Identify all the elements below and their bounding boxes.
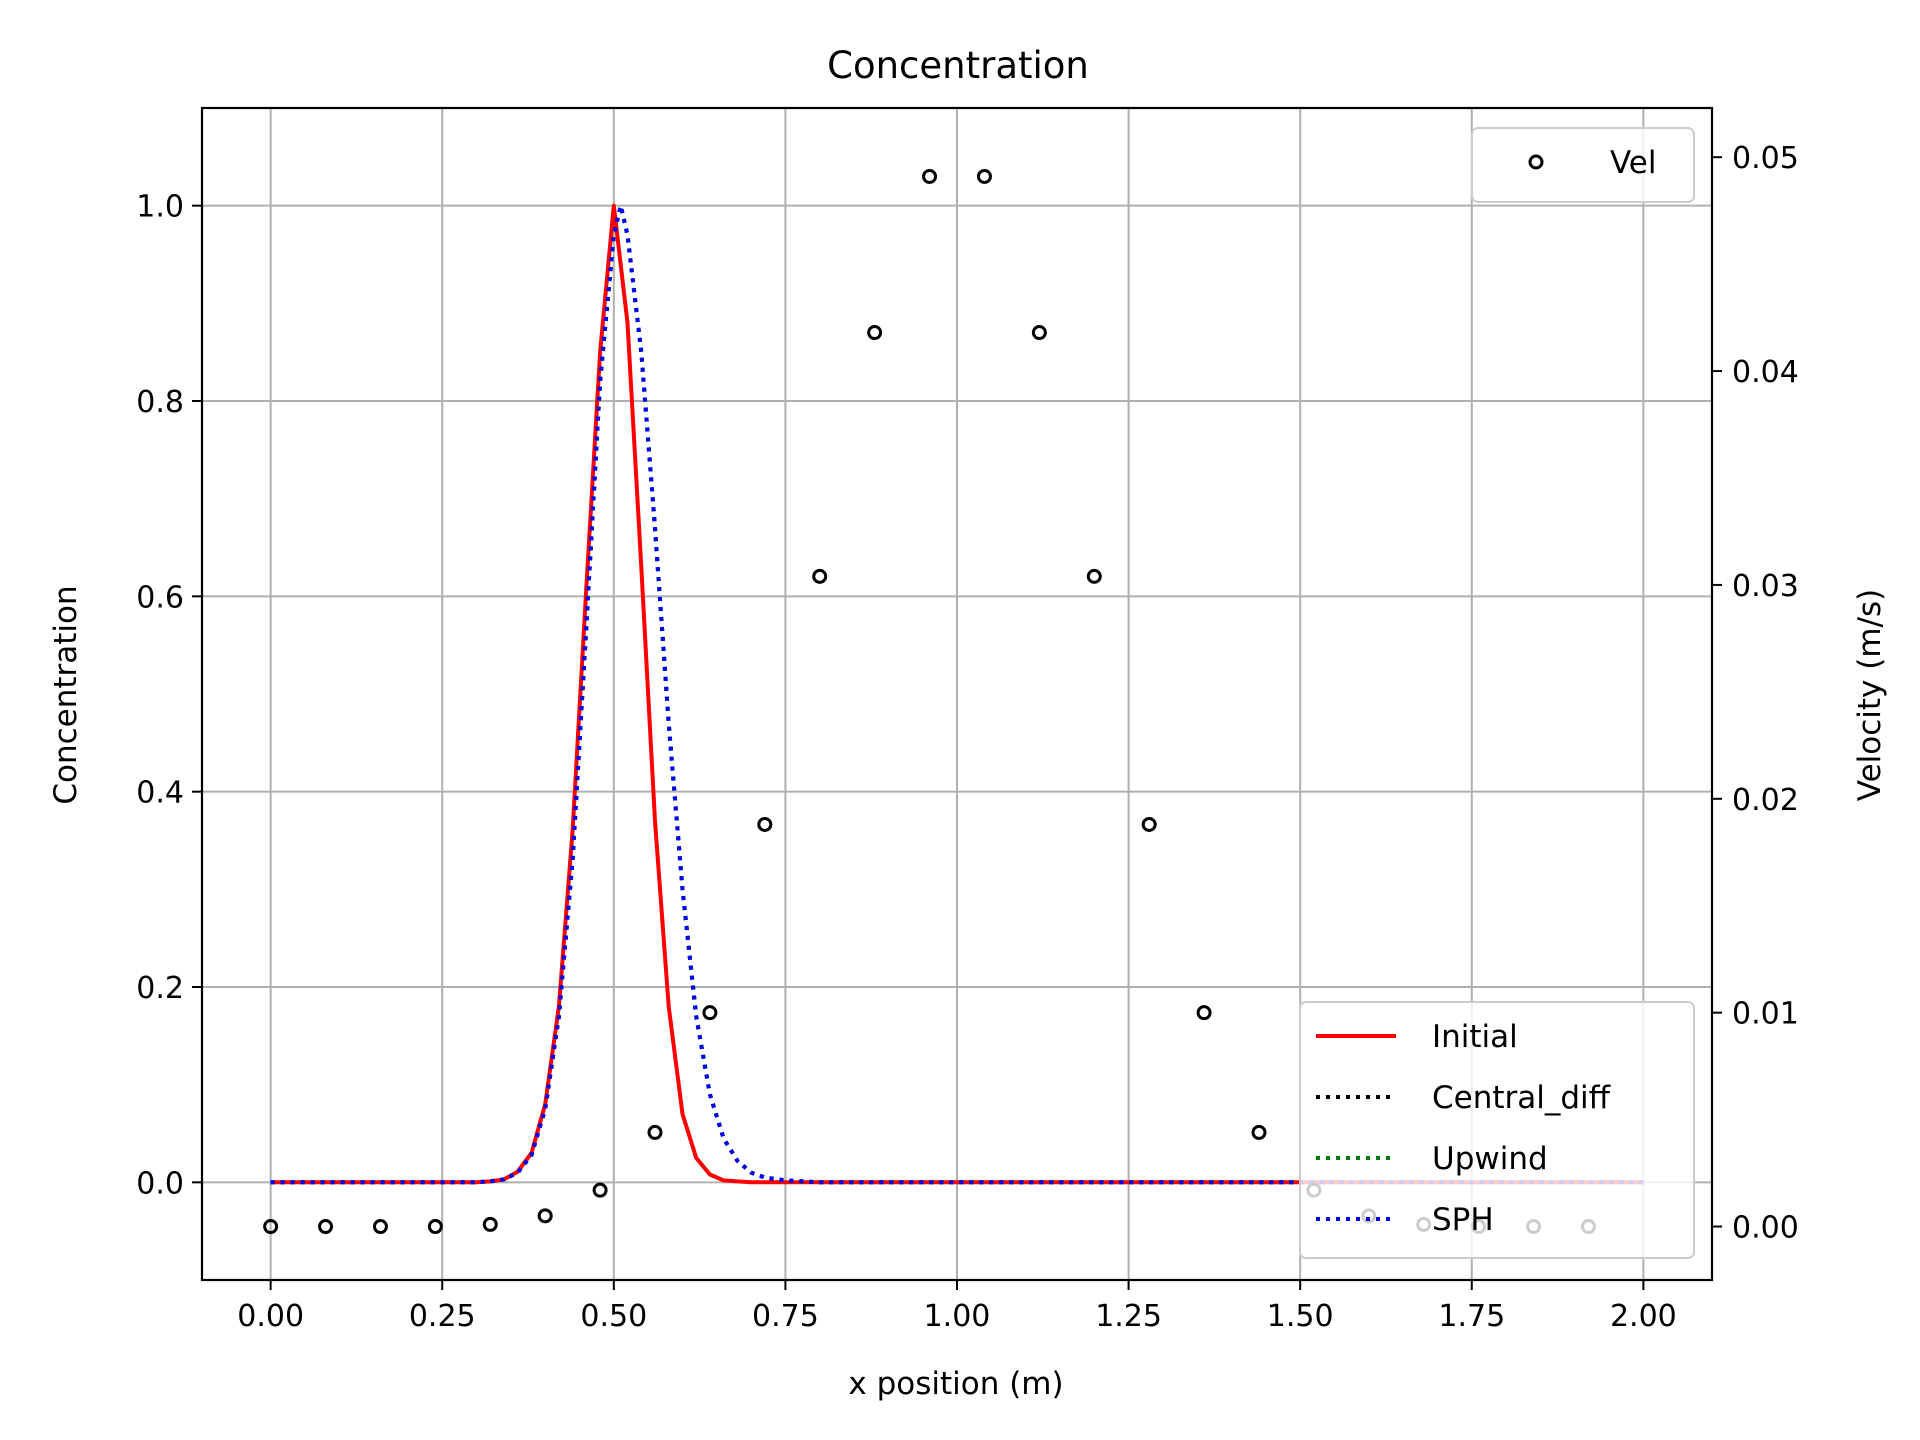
vel-point <box>702 1005 718 1021</box>
legend-secondary-box <box>1471 127 1695 203</box>
y-tick-label: 0.8 <box>136 385 184 420</box>
y2-tick-label: 0.03 <box>1732 569 1799 604</box>
y2-tick-label: 0.02 <box>1732 783 1799 818</box>
vel-point <box>372 1219 388 1235</box>
y-tick-label: 1.0 <box>136 190 184 225</box>
vel-point <box>922 168 938 184</box>
y-tick-label: 0.4 <box>136 776 184 811</box>
vel-point <box>1141 816 1157 832</box>
x-tick-label: 0.25 <box>409 1299 476 1334</box>
y-axis-label: Concentration <box>48 585 84 804</box>
y-tick-label: 0.2 <box>136 971 184 1006</box>
series-layer <box>270 203 1644 1185</box>
vel-point <box>482 1216 498 1232</box>
y-axis-right: 0.00 0.01 0.02 0.03 0.04 0.05 <box>1712 141 1799 1246</box>
x-tick-label: 1.75 <box>1438 1299 1505 1334</box>
legend-marker-vel <box>1528 154 1544 170</box>
vel-point <box>867 325 883 341</box>
x-tick-label: 2.00 <box>1610 1299 1677 1334</box>
vel-point <box>592 1182 608 1198</box>
legend-primary: Initial Central_diff Upwind SPH <box>1299 1001 1695 1259</box>
y-tick-label: 0.0 <box>136 1166 184 1201</box>
series-line-sph <box>270 203 1644 1185</box>
x-tick-label: 0.75 <box>752 1299 819 1334</box>
vel-point <box>812 568 828 584</box>
x-axis-label: x position (m) <box>848 1366 1063 1402</box>
vel-point <box>1251 1124 1267 1140</box>
y-axis-left: 0.0 0.2 0.4 0.6 0.8 1.0 <box>136 190 202 1201</box>
chart-title: Concentration <box>827 44 1089 87</box>
x-tick-label: 1.50 <box>1267 1299 1334 1334</box>
y-tick-label: 0.6 <box>136 580 184 615</box>
y2-tick-label: 0.05 <box>1732 141 1799 176</box>
vel-point <box>647 1124 663 1140</box>
vel-point <box>1196 1005 1212 1021</box>
legend-label-initial: Initial <box>1432 1019 1518 1055</box>
legend-label-upwind: Upwind <box>1432 1141 1548 1177</box>
vel-point <box>1086 568 1102 584</box>
legend-label-vel: Vel <box>1610 145 1657 181</box>
x-tick-label: 0.00 <box>237 1299 304 1334</box>
vel-point <box>1031 325 1047 341</box>
x-tick-label: 1.00 <box>924 1299 991 1334</box>
y2-tick-label: 0.01 <box>1732 997 1799 1032</box>
vel-point <box>757 816 773 832</box>
vel-point <box>976 168 992 184</box>
y2-tick-label: 0.00 <box>1732 1211 1799 1246</box>
vel-point <box>427 1219 443 1235</box>
legend-label-central-diff: Central_diff <box>1432 1080 1611 1116</box>
y2-axis-label: Velocity (m/s) <box>1852 589 1888 801</box>
vel-point <box>263 1219 279 1235</box>
x-tick-label: 1.25 <box>1095 1299 1162 1334</box>
x-axis: 0.00 0.25 0.50 0.75 1.00 1.25 1.50 1.75 2.00 <box>237 1280 1677 1334</box>
vel-point <box>537 1208 553 1224</box>
y2-tick-label: 0.04 <box>1732 355 1799 390</box>
legend-primary-box <box>1299 1001 1695 1259</box>
vel-point <box>318 1219 334 1235</box>
legend-secondary: Vel <box>1471 127 1695 203</box>
x-tick-label: 0.50 <box>580 1299 647 1334</box>
legend-label-sph: SPH <box>1432 1202 1494 1238</box>
